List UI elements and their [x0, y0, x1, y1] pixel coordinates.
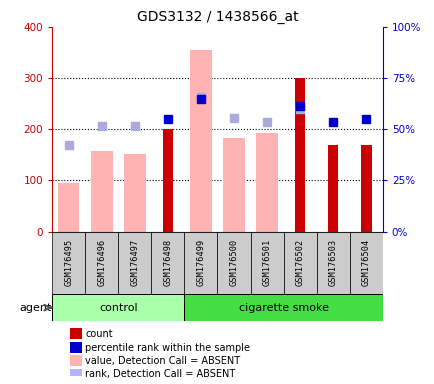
Bar [85, 232, 118, 294]
Text: GSM176495: GSM176495 [64, 239, 73, 286]
Bar [316, 232, 349, 294]
Bar [70, 369, 82, 380]
Text: GSM176497: GSM176497 [130, 239, 139, 286]
Bar [91, 151, 112, 232]
Text: GSM176502: GSM176502 [295, 239, 304, 286]
Bar [217, 232, 250, 294]
Bar [52, 232, 85, 294]
Text: GSM176496: GSM176496 [97, 239, 106, 286]
Bar [223, 139, 244, 232]
Bar [70, 356, 82, 366]
Bar [250, 232, 283, 294]
Bar [58, 183, 79, 232]
Bar [70, 328, 82, 339]
Text: GSM176499: GSM176499 [196, 239, 205, 286]
Bar [327, 145, 338, 232]
Bar [52, 294, 184, 321]
Bar [190, 50, 211, 232]
Title: GDS3132 / 1438566_at: GDS3132 / 1438566_at [136, 10, 298, 25]
Text: cigarette smoke: cigarette smoke [238, 303, 328, 313]
Bar [294, 78, 305, 232]
Bar [118, 232, 151, 294]
Text: rank, Detection Call = ABSENT: rank, Detection Call = ABSENT [85, 369, 235, 379]
Bar [360, 145, 371, 232]
Text: control: control [99, 303, 137, 313]
Bar [184, 232, 217, 294]
Bar [124, 154, 145, 232]
Text: count: count [85, 329, 113, 339]
Text: GSM176503: GSM176503 [328, 239, 337, 286]
Text: agent: agent [19, 303, 51, 313]
Text: GSM176498: GSM176498 [163, 239, 172, 286]
Bar [162, 129, 173, 232]
Bar [349, 232, 382, 294]
Text: GSM176500: GSM176500 [229, 239, 238, 286]
Bar [184, 294, 382, 321]
Bar [283, 232, 316, 294]
Bar [151, 232, 184, 294]
Text: percentile rank within the sample: percentile rank within the sample [85, 343, 250, 353]
Text: GSM176504: GSM176504 [361, 239, 370, 286]
Text: GSM176501: GSM176501 [262, 239, 271, 286]
Text: value, Detection Call = ABSENT: value, Detection Call = ABSENT [85, 356, 240, 366]
Bar [70, 342, 82, 353]
Bar [256, 133, 277, 232]
